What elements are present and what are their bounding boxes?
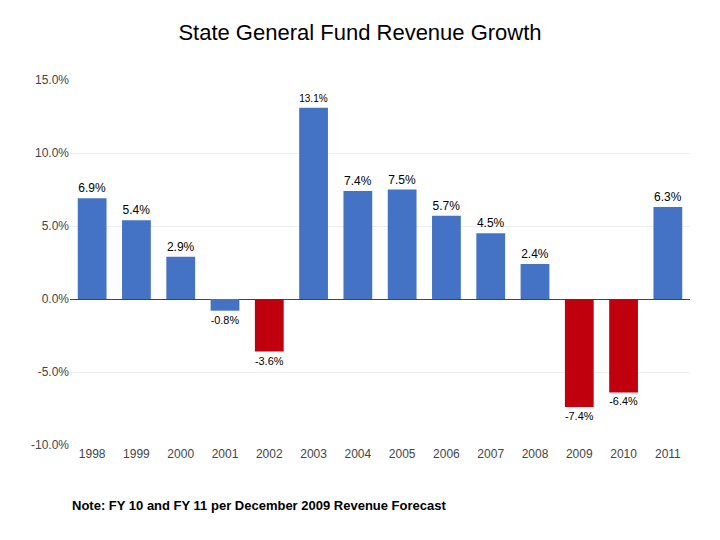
svg-text:2000: 2000 [167,447,194,461]
svg-text:2.4%: 2.4% [521,247,549,261]
svg-text:2003: 2003 [300,447,327,461]
svg-text:2006: 2006 [433,447,460,461]
svg-text:0.0%: 0.0% [42,292,70,306]
svg-text:5.7%: 5.7% [433,199,461,213]
svg-text:-5.0%: -5.0% [38,365,70,379]
svg-text:2002: 2002 [256,447,283,461]
svg-text:2009: 2009 [566,447,593,461]
svg-text:7.4%: 7.4% [344,174,372,188]
svg-text:2010: 2010 [610,447,637,461]
svg-text:5.0%: 5.0% [42,219,70,233]
svg-text:15.0%: 15.0% [35,73,69,87]
svg-text:-6.4%: -6.4% [609,395,638,407]
svg-text:-10.0%: -10.0% [31,438,69,452]
svg-text:6.9%: 6.9% [78,181,106,195]
svg-text:7.5%: 7.5% [388,173,416,187]
svg-text:-0.8%: -0.8% [211,314,240,326]
svg-text:2001: 2001 [212,447,239,461]
svg-text:2007: 2007 [477,447,504,461]
svg-text:2005: 2005 [389,447,416,461]
svg-text:1998: 1998 [79,447,106,461]
svg-text:State General Fund Revenue Gro: State General Fund Revenue Growth [178,20,541,45]
svg-text:5.4%: 5.4% [123,203,151,217]
svg-text:4.5%: 4.5% [477,216,505,230]
svg-text:13.1%: 13.1% [299,93,328,104]
svg-text:6.3%: 6.3% [654,190,682,204]
svg-text:-7.4%: -7.4% [565,410,594,422]
svg-text:2.9%: 2.9% [167,240,195,254]
svg-text:Note: FY 10 and FY 11 per Dece: Note: FY 10 and FY 11 per December 2009 … [72,498,446,513]
svg-text:-3.6%: -3.6% [255,355,284,367]
svg-text:2011: 2011 [655,447,681,461]
svg-text:2004: 2004 [345,447,372,461]
svg-text:10.0%: 10.0% [35,146,69,160]
svg-text:1999: 1999 [123,447,150,461]
svg-text:2008: 2008 [522,447,549,461]
